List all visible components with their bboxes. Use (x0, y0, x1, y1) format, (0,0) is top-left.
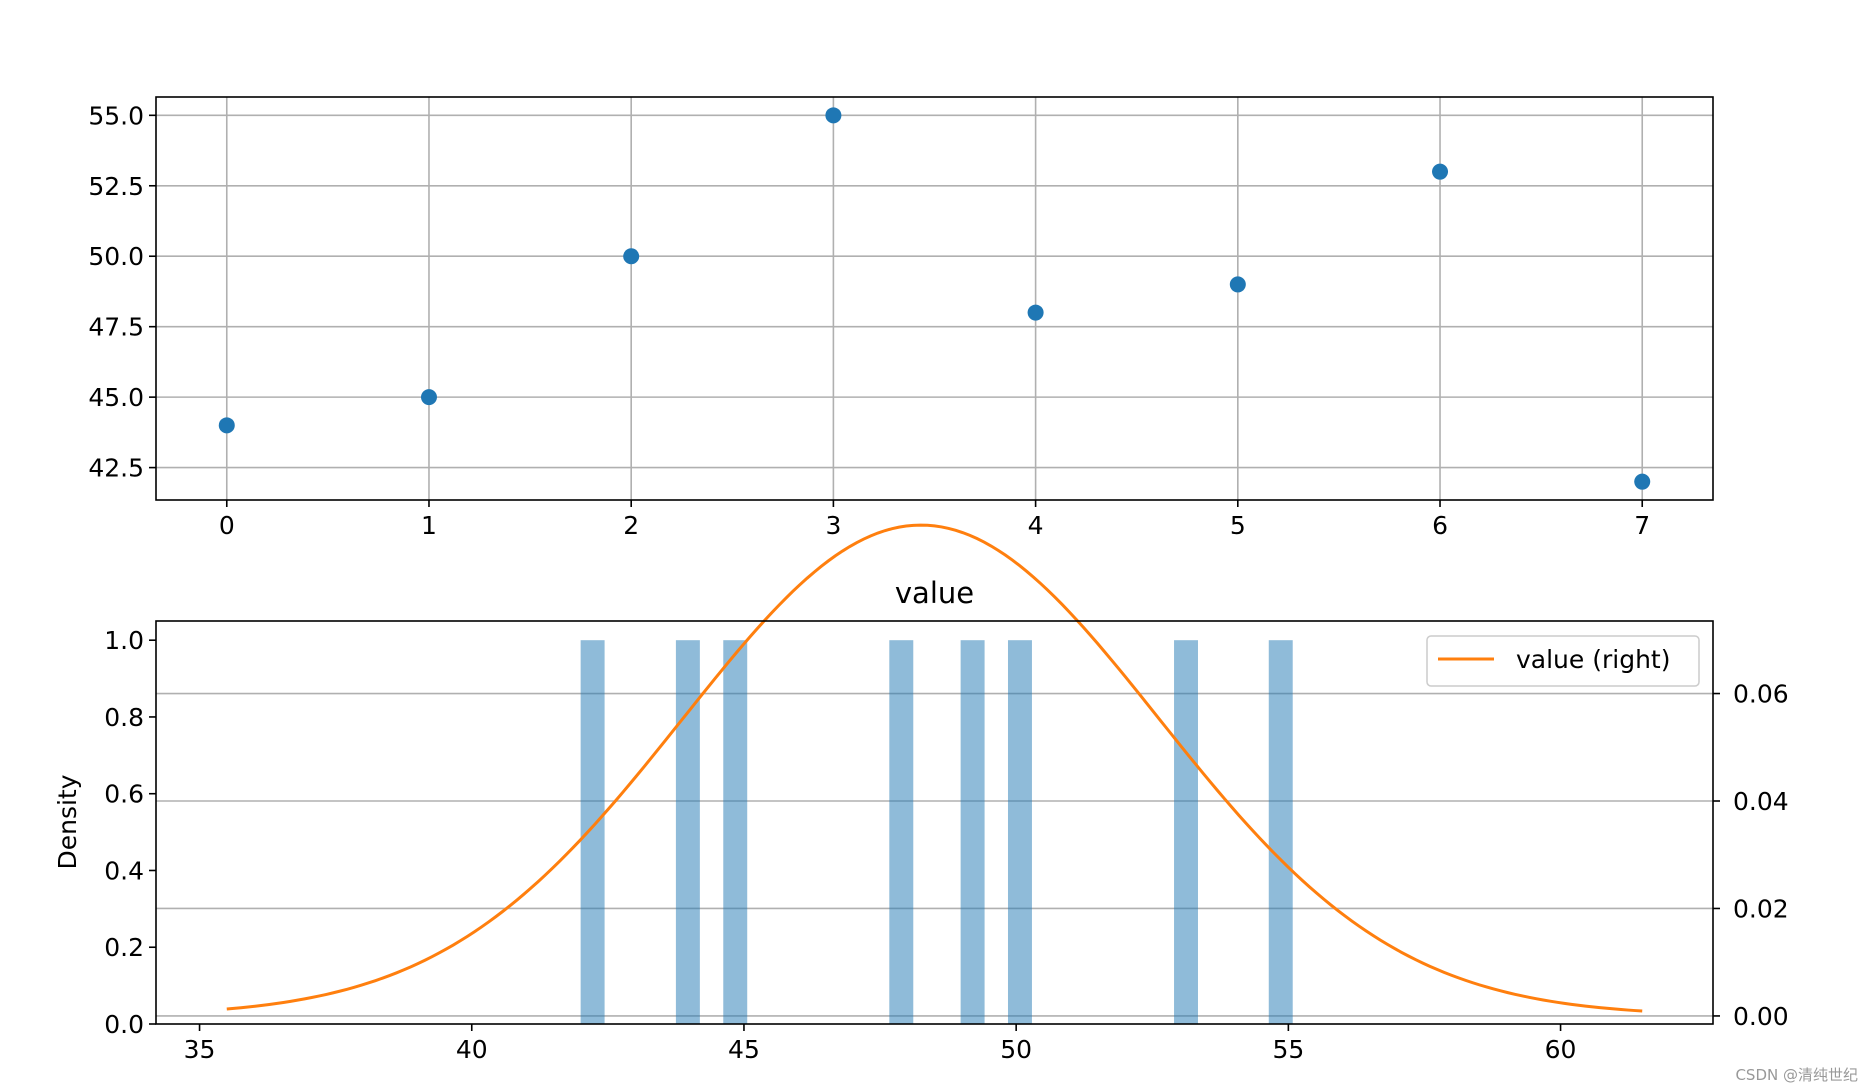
histogram-bar (960, 640, 985, 1024)
density-right-y-ticks: 0.00 0.02 0.04 0.06 (1713, 680, 1789, 1031)
scatter-grid (156, 97, 1713, 500)
scatter-y-tick-label: 45.0 (88, 383, 144, 412)
density-right-y-tick-label: 0.02 (1733, 894, 1789, 923)
histogram-bar (675, 640, 700, 1024)
histogram-bar (1174, 640, 1198, 1024)
scatter-x-tick-label: 2 (623, 511, 639, 540)
scatter-y-tick-label: 47.5 (88, 313, 144, 342)
density-left-y-tick-label: 0.6 (104, 780, 144, 809)
scatter-point (1432, 163, 1449, 180)
density-left-y-tick-label: 0.8 (104, 703, 144, 732)
histogram-bar (723, 640, 748, 1024)
density-right-y-tick-label: 0.04 (1733, 787, 1789, 816)
scatter-y-tick-label: 52.5 (88, 172, 144, 201)
histogram-bar (1007, 640, 1032, 1024)
density-subplot: value 35 40 45 50 55 60 0.0 0.2 0.4 0.6 0.8 1.0 0.… (53, 523, 1789, 1064)
legend: value (right) (1426, 635, 1700, 687)
density-x-tick-label: 40 (456, 1035, 488, 1064)
density-x-tick-label: 60 (1545, 1035, 1577, 1064)
scatter-y-tick-label: 55.0 (88, 101, 144, 130)
histogram-bar (1268, 640, 1293, 1024)
density-grid (156, 692, 1713, 1017)
histogram-bar (580, 640, 605, 1024)
scatter-y-tick-label: 42.5 (88, 454, 144, 483)
scatter-x-tick-label: 0 (219, 511, 235, 540)
density-left-y-tick-label: 1.0 (104, 626, 144, 655)
density-x-tick-label: 55 (1272, 1035, 1304, 1064)
density-curve (226, 523, 1643, 1013)
scatter-x-tick-label: 5 (1230, 511, 1246, 540)
scatter-point (1027, 304, 1044, 321)
watermark: CSDN @清纯世纪 (1735, 1066, 1858, 1084)
legend-label: value (right) (1516, 645, 1670, 674)
scatter-point (825, 107, 842, 124)
scatter-point (623, 248, 640, 265)
scatter-point (218, 417, 235, 434)
density-right-y-tick-label: 0.06 (1733, 680, 1789, 709)
histogram-bars (580, 640, 1293, 1024)
density-left-y-ticks: 0.0 0.2 0.4 0.6 0.8 1.0 (104, 626, 156, 1039)
scatter-point (1229, 276, 1246, 293)
scatter-y-tick-label: 50.0 (88, 242, 144, 271)
density-left-y-tick-label: 0.0 (104, 1010, 144, 1039)
scatter-x-tick-label: 3 (825, 511, 841, 540)
scatter-x-tick-label: 6 (1432, 511, 1448, 540)
legend-box (1426, 635, 1700, 687)
density-left-y-tick-label: 0.2 (104, 933, 144, 962)
scatter-x-ticks: 0 1 2 3 4 5 6 7 (219, 500, 1650, 540)
scatter-x-tick-label: 4 (1028, 511, 1044, 540)
density-x-ticks: 35 40 45 50 55 60 (184, 1024, 1577, 1064)
density-line (226, 523, 1643, 1013)
scatter-point (420, 389, 437, 406)
scatter-frame (155, 96, 1714, 501)
scatter-points (218, 107, 1651, 490)
scatter-x-tick-label: 7 (1634, 511, 1650, 540)
density-x-tick-label: 50 (1000, 1035, 1032, 1064)
scatter-x-tick-label: 1 (421, 511, 437, 540)
density-x-tick-label: 35 (184, 1035, 216, 1064)
density-x-tick-label: 45 (728, 1035, 760, 1064)
density-title: value (895, 576, 974, 610)
scatter-point (1634, 473, 1651, 490)
density-left-y-tick-label: 0.4 (104, 856, 144, 885)
scatter-y-ticks: 42.5 45.0 47.5 50.0 52.5 55.0 (88, 101, 156, 483)
density-y-axis-label: Density (53, 774, 82, 869)
density-frame (155, 620, 1714, 1025)
density-right-y-tick-label: 0.00 (1733, 1002, 1789, 1031)
histogram-bar (889, 640, 914, 1024)
